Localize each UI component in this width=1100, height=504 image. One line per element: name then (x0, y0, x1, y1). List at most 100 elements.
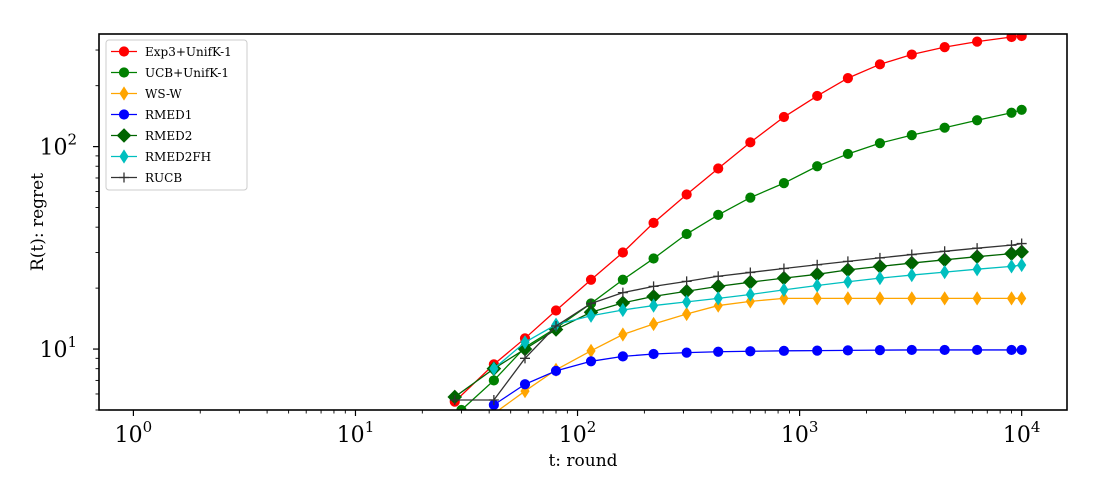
legend-label: RUCB (145, 171, 182, 185)
y-tick-label-exponent: 1 (67, 333, 77, 351)
data-point (1017, 257, 1027, 273)
data-point (618, 327, 628, 342)
data-point (875, 291, 885, 306)
data-point (1006, 107, 1017, 118)
data-point (586, 298, 597, 309)
data-point (1006, 344, 1017, 356)
series-line (493, 264, 1022, 370)
data-point (778, 111, 790, 123)
x-tick-label-exponent: 4 (1031, 418, 1041, 436)
data-point (713, 163, 724, 174)
data-point (972, 115, 983, 126)
data-point (939, 42, 950, 53)
data-point (972, 344, 983, 356)
data-point (681, 228, 692, 240)
data-point (939, 344, 950, 356)
data-point (843, 274, 853, 289)
data-point (713, 298, 723, 313)
x-tick-label-exponent: 1 (365, 418, 375, 436)
data-point (682, 294, 692, 310)
series-line (497, 297, 1022, 410)
data-point (1006, 291, 1017, 306)
y-axis-label: R(t): regret (28, 173, 48, 271)
data-point (812, 161, 823, 172)
data-point (745, 267, 756, 278)
x-tick-label-base: 10 (559, 423, 587, 448)
data-point (648, 281, 659, 292)
x-tick-label-base: 10 (1003, 423, 1031, 448)
data-point (812, 291, 822, 306)
data-point (710, 279, 726, 294)
legend: Exp3+UnifK-1 UCB+UnifK-1 WS-W RMED1 RMED2 RME… (105, 39, 248, 191)
data-point (520, 353, 530, 364)
series-line (493, 349, 1022, 406)
y-tick-label: 102 (39, 131, 77, 161)
x-tick-label: 101 (337, 418, 375, 448)
data-point (874, 345, 886, 356)
legend-entry: RUCB (111, 171, 182, 185)
data-point (906, 344, 917, 356)
series-3 (488, 344, 1027, 410)
data-point (617, 287, 628, 298)
data-point (972, 36, 983, 47)
legend-label: Exp3+UnifK-1 (145, 45, 232, 59)
legend-marker (119, 149, 129, 164)
data-point (713, 346, 724, 357)
x-tick-label-base: 10 (115, 423, 143, 448)
y-tick-label-base: 10 (39, 136, 67, 161)
data-point (843, 291, 853, 306)
data-point (681, 347, 692, 358)
data-point (1006, 259, 1017, 274)
legend-entry: RMED1 (111, 108, 192, 122)
data-point (875, 271, 885, 286)
plot-frame (98, 33, 1068, 411)
data-point (1006, 240, 1017, 251)
x-tick-label: 102 (559, 418, 597, 448)
data-point (713, 271, 724, 282)
series-line (454, 35, 1022, 403)
data-point (743, 274, 758, 290)
legend-label: WS-W (145, 87, 182, 101)
data-point (586, 343, 596, 358)
data-point (648, 253, 659, 264)
x-tick-label-exponent: 3 (809, 418, 819, 436)
legend-marker (116, 128, 132, 143)
data-point (519, 379, 531, 390)
x-tick-label-exponent: 2 (587, 418, 597, 436)
data-point (586, 308, 596, 323)
legend-box (105, 39, 248, 191)
data-point (907, 267, 917, 283)
data-point (874, 59, 886, 70)
data-point (585, 356, 597, 367)
y-tick-label-exponent: 2 (67, 131, 77, 149)
data-point (812, 90, 823, 102)
data-point (1016, 34, 1027, 42)
data-point (940, 291, 950, 306)
legend-marker (118, 46, 130, 57)
y-tick-label-base: 10 (39, 338, 67, 363)
data-point (681, 276, 692, 287)
data-point (1016, 104, 1027, 115)
x-tick-label-base: 10 (337, 423, 365, 448)
data-point (682, 306, 692, 322)
legend-marker (118, 67, 130, 78)
data-point (874, 252, 885, 263)
data-point (779, 291, 789, 306)
data-point (972, 262, 982, 277)
data-point (648, 298, 659, 313)
data-point (550, 365, 562, 377)
series-layer (447, 34, 1029, 410)
data-point (449, 395, 460, 406)
data-point (681, 189, 692, 200)
data-point (648, 217, 659, 228)
data-point (617, 351, 628, 362)
x-tick-label: 103 (781, 418, 819, 448)
data-point (648, 348, 659, 360)
x-tick-label: 100 (115, 418, 153, 448)
data-point (842, 148, 853, 160)
data-point (812, 345, 823, 356)
data-point (713, 291, 723, 306)
data-point (812, 259, 823, 270)
